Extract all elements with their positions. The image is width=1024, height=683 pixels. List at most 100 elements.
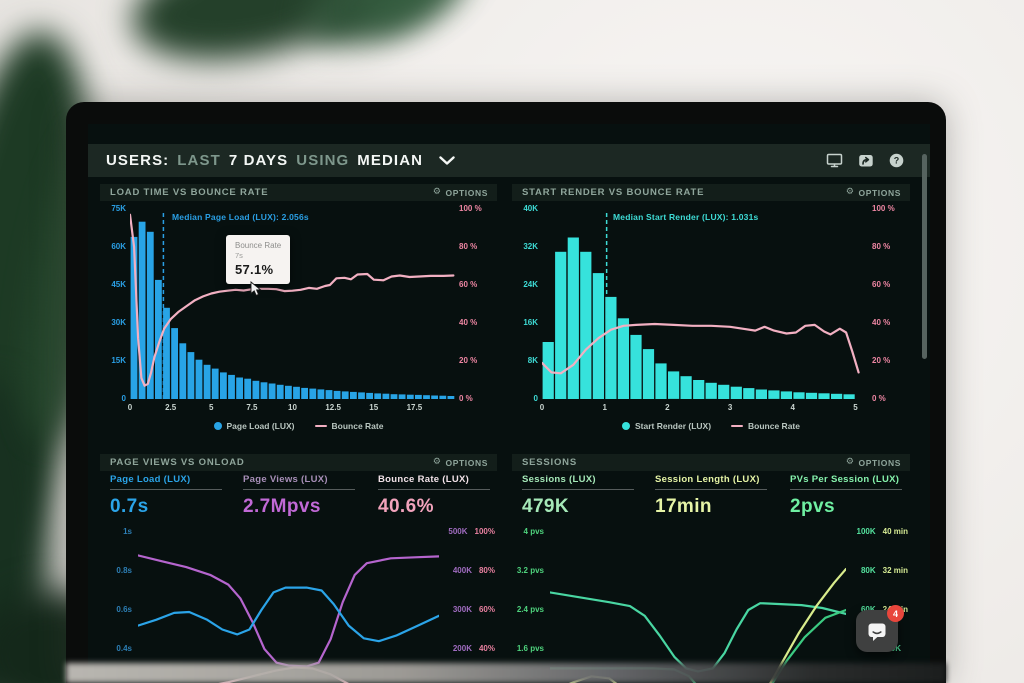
options-button[interactable]: ⚙ OPTIONS xyxy=(845,457,901,468)
display-icon[interactable] xyxy=(826,153,843,168)
bar[interactable] xyxy=(655,363,667,399)
bar[interactable] xyxy=(693,380,705,399)
bar[interactable] xyxy=(325,390,333,399)
bar[interactable] xyxy=(228,374,235,399)
bar[interactable] xyxy=(755,389,767,400)
bar[interactable] xyxy=(187,352,195,399)
bar[interactable] xyxy=(406,394,414,399)
bar[interactable] xyxy=(831,393,843,399)
bar[interactable] xyxy=(309,388,317,399)
bar[interactable] xyxy=(642,349,655,399)
bar[interactable] xyxy=(431,395,438,400)
bar[interactable] xyxy=(447,396,455,399)
bar[interactable] xyxy=(285,385,292,399)
share-icon[interactable] xyxy=(858,153,874,168)
bar[interactable] xyxy=(268,383,276,400)
bar[interactable] xyxy=(203,364,211,399)
bar[interactable] xyxy=(718,384,730,399)
y-tick-label: 100 % xyxy=(459,204,482,213)
stat-bounce-rate: Bounce Rate (LUX) 40.6% xyxy=(378,474,490,518)
stat-underline xyxy=(790,489,902,490)
x-tick-label: 2.5 xyxy=(165,403,177,412)
bar[interactable] xyxy=(374,393,382,399)
bar[interactable] xyxy=(555,251,567,399)
bar[interactable] xyxy=(793,392,805,399)
bar[interactable] xyxy=(146,231,154,399)
bar[interactable] xyxy=(780,391,792,399)
bar[interactable] xyxy=(333,390,341,399)
bar[interactable] xyxy=(592,273,604,399)
bar[interactable] xyxy=(567,237,579,400)
options-button[interactable]: ⚙ OPTIONS xyxy=(432,187,488,198)
load-time-chart[interactable] xyxy=(130,209,455,399)
bar[interactable] xyxy=(163,307,170,399)
bar[interactable] xyxy=(439,395,447,399)
bar[interactable] xyxy=(179,343,187,399)
bar[interactable] xyxy=(805,392,818,399)
bar[interactable] xyxy=(743,388,755,399)
bar[interactable] xyxy=(130,236,138,399)
sessions-chart[interactable] xyxy=(550,526,846,683)
bar[interactable] xyxy=(276,384,284,399)
bar[interactable] xyxy=(580,251,592,399)
bar[interactable] xyxy=(730,386,742,399)
y-tick-label: 0 xyxy=(533,394,538,403)
bar[interactable] xyxy=(423,395,430,399)
bar[interactable] xyxy=(768,390,780,399)
bar[interactable] xyxy=(668,371,680,399)
bar[interactable] xyxy=(244,378,252,399)
bar[interactable] xyxy=(236,377,243,400)
y-tick-label: 75K xyxy=(111,204,126,213)
legend: Page Load (LUX) Bounce Rate xyxy=(100,421,497,431)
bar[interactable] xyxy=(617,318,629,399)
bar[interactable] xyxy=(341,391,349,399)
chart-area: 40K 32K 24K 16K 8K 0 100 % 80 % 60 % 40 % 20 % 0 %… xyxy=(512,201,910,439)
bar[interactable] xyxy=(301,387,308,399)
bar[interactable] xyxy=(220,372,227,399)
bar[interactable] xyxy=(358,392,365,399)
bar[interactable] xyxy=(293,386,300,399)
bar[interactable] xyxy=(155,279,162,399)
bar[interactable] xyxy=(818,393,830,399)
stat-pvs-per-session: PVs Per Session (LUX) 2pvs xyxy=(790,474,902,518)
bar[interactable] xyxy=(138,221,146,399)
bar[interactable] xyxy=(630,334,642,399)
bar[interactable] xyxy=(843,394,855,399)
stat-underline xyxy=(378,489,490,490)
options-button[interactable]: ⚙ OPTIONS xyxy=(432,457,488,468)
bar[interactable] xyxy=(211,368,219,399)
help-icon[interactable]: ? xyxy=(889,153,904,168)
x-axis: 0 1 2 3 4 5 xyxy=(540,403,868,414)
users-range-dropdown[interactable]: USERS: LAST 7 DAYS USING MEDIAN xyxy=(106,152,455,169)
bar[interactable] xyxy=(350,391,357,399)
x-tick-label: 4 xyxy=(790,403,795,412)
dashboard-screen: USERS: LAST 7 DAYS USING MEDIAN xyxy=(88,124,930,683)
y-tick-label: 80 % xyxy=(872,242,891,251)
bar[interactable] xyxy=(171,328,178,399)
bar[interactable] xyxy=(680,376,692,399)
bar[interactable] xyxy=(366,392,373,399)
bar[interactable] xyxy=(415,394,422,399)
median-annotation: Median Page Load (LUX): 2.056s xyxy=(172,212,309,222)
start-render-chart[interactable] xyxy=(542,209,868,399)
median-annotation: Median Start Render (LUX): 1.031s xyxy=(613,212,759,222)
scrollbar[interactable] xyxy=(922,154,927,359)
chat-widget-button[interactable]: 4 xyxy=(856,605,904,652)
stat-underline xyxy=(110,489,222,490)
x-tick-label: 15 xyxy=(369,403,379,412)
bar[interactable] xyxy=(317,389,325,399)
bar[interactable] xyxy=(260,382,268,399)
y-tick-label: 200K 40% xyxy=(452,644,495,653)
y-tick-label: 0 xyxy=(121,394,126,403)
bar[interactable] xyxy=(252,380,260,399)
bar[interactable] xyxy=(382,393,390,399)
page-views-chart[interactable] xyxy=(138,526,439,683)
options-button[interactable]: ⚙ OPTIONS xyxy=(845,187,901,198)
y-tick-label: 80K 32 min xyxy=(860,566,908,575)
bar[interactable] xyxy=(195,359,203,399)
panel-header: SESSIONS ⚙ OPTIONS xyxy=(512,454,910,471)
bar[interactable] xyxy=(390,394,398,399)
bar[interactable] xyxy=(705,382,717,399)
bar[interactable] xyxy=(605,296,617,399)
bar[interactable] xyxy=(398,394,406,399)
